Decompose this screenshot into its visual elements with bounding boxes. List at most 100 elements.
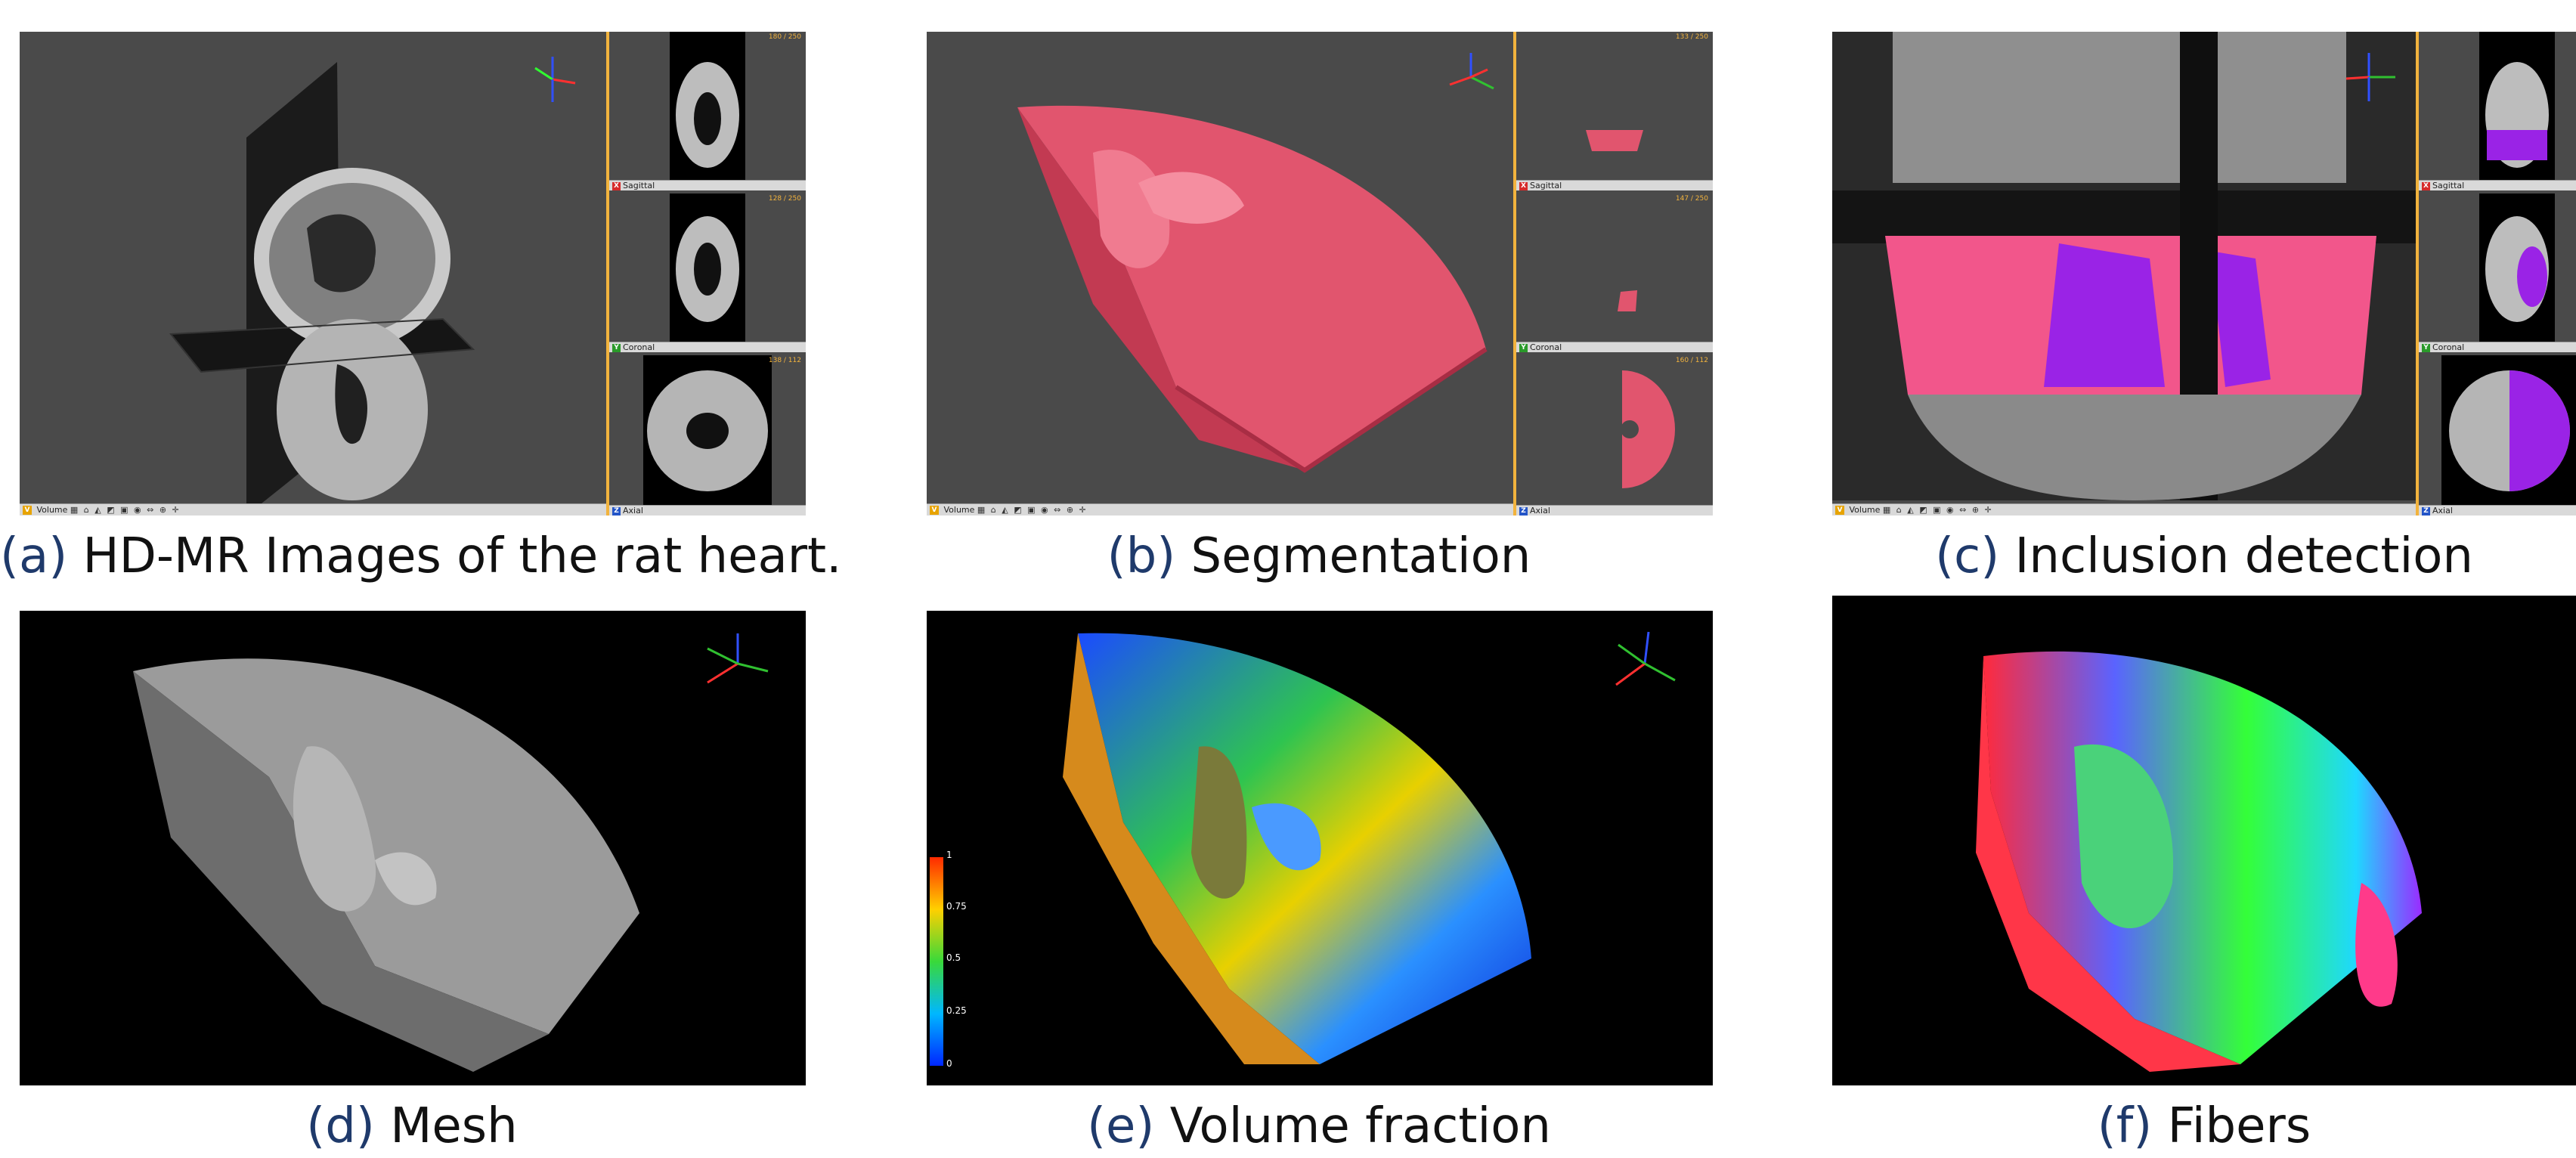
coronal-badge: Y	[612, 343, 621, 352]
panel-c-coronal-view[interactable]: Y Coronal	[2419, 194, 2576, 352]
axial-toolbar[interactable]: Z Axial	[2419, 505, 2576, 516]
axial-toolbar[interactable]: Z Axial	[609, 505, 806, 516]
volume-tools-icon[interactable]: ▦ ⌂ ◭ ◩ ▣ ◉ ⇔ ⊕ ✛	[977, 505, 1088, 515]
coronal-toolbar[interactable]: Y Coronal	[609, 342, 806, 352]
volume-label: Volume	[943, 505, 975, 515]
panel-c: V Volume ▦ ⌂ ◭ ◩ ▣ ◉ ⇔ ⊕ ✛ X Sagittal Y Co…	[1832, 32, 2576, 516]
volume-badge: V	[23, 506, 32, 515]
colorbar-tick: 0.5	[946, 952, 961, 963]
colorbar-tick: 0.75	[946, 901, 967, 912]
sagittal-label: Sagittal	[1530, 181, 1562, 190]
panel-f-fibers-view[interactable]	[1832, 596, 2576, 1085]
panel-e-volume-fraction-view[interactable]: 1 0.75 0.5 0.25 0	[927, 611, 1713, 1085]
axes-gizmo-icon	[1449, 53, 1494, 90]
caption-tag: (b)	[1107, 528, 1176, 584]
caption-f: (f) Fibers	[1832, 1096, 2576, 1156]
panel-a-sagittal-view[interactable]: 180 / 250 X Sagittal	[609, 32, 806, 190]
sagittal-toolbar[interactable]: X Sagittal	[2419, 180, 2576, 190]
volume-badge: V	[1835, 506, 1844, 515]
panel-a-3d-view[interactable]: V Volume ▦ ⌂ ◭ ◩ ▣ ◉ ⇔ ⊕ ✛	[20, 32, 606, 516]
caption-tag: (e)	[1087, 1098, 1155, 1154]
panel-b-sagittal-view[interactable]: 133 / 250 X Sagittal	[1516, 32, 1713, 190]
panel-c-sagittal-view[interactable]: X Sagittal	[2419, 32, 2576, 190]
panel-c-side-views: X Sagittal Y Coronal Z Axial	[2419, 32, 2576, 516]
panel-b: V Volume ▦ ⌂ ◭ ◩ ▣ ◉ ⇔ ⊕ ✛ 133 / 250 X Sa…	[927, 32, 1713, 516]
axial-badge: Z	[612, 506, 621, 516]
sagittal-label: Sagittal	[2432, 181, 2465, 190]
axial-label: Axial	[623, 506, 643, 516]
sagittal-toolbar[interactable]: X Sagittal	[1516, 180, 1713, 190]
panel-b-axial-view[interactable]: 160 / 112 Z Axial	[1516, 355, 1713, 516]
axial-label: Axial	[2432, 506, 2453, 516]
panel-d-mesh-view[interactable]	[20, 611, 806, 1085]
panel-b-divider[interactable]	[1513, 32, 1516, 516]
colorbar	[930, 857, 943, 1066]
panel-a-volume-toolbar[interactable]: V Volume ▦ ⌂ ◭ ◩ ▣ ◉ ⇔ ⊕ ✛	[20, 503, 606, 516]
segmentation-render	[1017, 105, 1488, 473]
coronal-label: Coronal	[1530, 342, 1562, 352]
colorbar-tick: 0.25	[946, 1005, 967, 1016]
caption-e: (e) Volume fraction	[907, 1096, 1731, 1156]
volume-tools-icon[interactable]: ▦ ⌂ ◭ ◩ ▣ ◉ ⇔ ⊕ ✛	[1882, 505, 1993, 515]
caption-text: Mesh	[390, 1098, 518, 1154]
panel-c-volume-toolbar[interactable]: V Volume ▦ ⌂ ◭ ◩ ▣ ◉ ⇔ ⊕ ✛	[1832, 503, 2416, 516]
panel-a-coronal-view[interactable]: 128 / 250 Y Coronal	[609, 194, 806, 352]
coronal-toolbar[interactable]: Y Coronal	[2419, 342, 2576, 352]
volume-tools-icon[interactable]: ▦ ⌂ ◭ ◩ ▣ ◉ ⇔ ⊕ ✛	[70, 505, 181, 515]
sagittal-badge: X	[612, 181, 621, 190]
coronal-badge: Y	[2422, 343, 2430, 352]
axes-gizmo-icon	[2345, 53, 2395, 101]
axes-gizmo-icon	[534, 57, 576, 102]
slice-count: 147 / 250	[1675, 195, 1708, 203]
axial-toolbar[interactable]: Z Axial	[1516, 505, 1713, 516]
volume-fraction-render	[1063, 633, 1531, 1064]
slice-count: 138 / 112	[768, 357, 801, 364]
coronal-label: Coronal	[2432, 342, 2465, 352]
panel-b-coronal-view[interactable]: 147 / 250 Y Coronal	[1516, 194, 1713, 352]
colorbar-tick: 0	[946, 1058, 952, 1069]
mesh-render	[133, 658, 639, 1072]
panel-b-side-views: 133 / 250 X Sagittal 147 / 250 Y Coronal 1…	[1516, 32, 1713, 516]
slice-count: 128 / 250	[768, 195, 801, 203]
heart-mr-3d-render	[169, 62, 475, 516]
caption-text: HD-MR Images of the rat heart.	[82, 528, 842, 584]
coronal-toolbar[interactable]: Y Coronal	[1516, 342, 1713, 352]
caption-b: (b) Segmentation	[907, 526, 1731, 587]
volume-label: Volume	[1849, 505, 1881, 515]
panel-b-3d-view[interactable]: V Volume ▦ ⌂ ◭ ◩ ▣ ◉ ⇔ ⊕ ✛	[927, 32, 1513, 516]
axial-label: Axial	[1530, 506, 1550, 516]
sagittal-badge: X	[2422, 181, 2430, 190]
panel-c-3d-view[interactable]: V Volume ▦ ⌂ ◭ ◩ ▣ ◉ ⇔ ⊕ ✛	[1832, 32, 2416, 516]
slice-count: 180 / 250	[768, 33, 801, 41]
caption-c: (c) Inclusion detection	[1832, 526, 2576, 587]
axes-gizmo-icon	[1615, 631, 1676, 686]
inclusion-render	[1832, 32, 2416, 500]
caption-tag: (c)	[1935, 528, 2000, 584]
slice-count: 133 / 250	[1675, 33, 1708, 41]
panel-c-axial-view[interactable]: Z Axial	[2419, 355, 2576, 516]
caption-a: (a) HD-MR Images of the rat heart.	[0, 526, 841, 587]
panel-a-side-views: 180 / 250 X Sagittal 128 / 250 Y Coronal 1…	[609, 32, 806, 516]
sagittal-toolbar[interactable]: X Sagittal	[609, 180, 806, 190]
panel-c-divider[interactable]	[2416, 32, 2419, 516]
panel-a-divider[interactable]	[606, 32, 609, 516]
slice-count: 160 / 112	[1675, 357, 1708, 364]
axes-gizmo-icon	[707, 633, 769, 684]
axial-badge: Z	[2422, 506, 2430, 516]
coronal-badge: Y	[1519, 343, 1528, 352]
panel-a-axial-view[interactable]: 138 / 112 Z Axial	[609, 355, 806, 516]
colorbar-tick: 1	[946, 850, 952, 860]
caption-text: Inclusion detection	[2014, 528, 2473, 584]
sagittal-badge: X	[1519, 181, 1528, 190]
caption-tag: (d)	[306, 1098, 375, 1154]
volume-label: Volume	[36, 505, 68, 515]
coronal-label: Coronal	[623, 342, 655, 352]
caption-tag: (a)	[0, 528, 68, 584]
volume-badge: V	[930, 506, 939, 515]
panel-a: V Volume ▦ ⌂ ◭ ◩ ▣ ◉ ⇔ ⊕ ✛ 180 / 250 X Sa…	[20, 32, 806, 516]
panel-b-volume-toolbar[interactable]: V Volume ▦ ⌂ ◭ ◩ ▣ ◉ ⇔ ⊕ ✛	[927, 503, 1513, 516]
caption-text: Segmentation	[1190, 528, 1531, 584]
fibers-render	[1976, 651, 2422, 1072]
caption-d: (d) Mesh	[0, 1096, 824, 1156]
caption-text: Volume fraction	[1169, 1098, 1551, 1154]
